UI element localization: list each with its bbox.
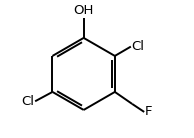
Text: F: F [145,105,152,118]
Text: OH: OH [74,4,94,17]
Text: Cl: Cl [22,95,35,108]
Text: Cl: Cl [132,40,145,53]
